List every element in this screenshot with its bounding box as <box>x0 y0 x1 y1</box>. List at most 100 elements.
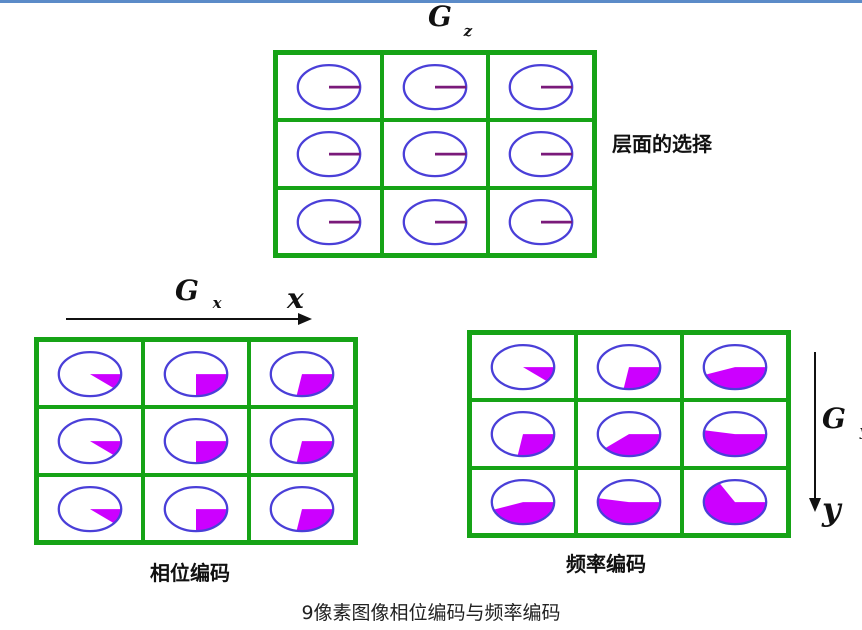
spin-circle <box>57 418 123 465</box>
frequency-cell-r1-c2 <box>576 333 682 401</box>
spin-phase-icon <box>702 478 768 525</box>
phase-sector <box>703 482 767 524</box>
phase-sector <box>703 430 767 457</box>
spin-phase-icon <box>508 63 574 111</box>
gx-label-main: G <box>175 274 199 307</box>
frequency-encoding-label: 频率编码 <box>566 552 646 576</box>
phase-encoding-grid <box>34 337 358 545</box>
gy-label-sub: y <box>860 422 862 440</box>
spin-circle <box>596 343 662 391</box>
phase-sector <box>296 374 334 397</box>
spin-phase-icon <box>163 418 229 465</box>
gy-label: G y <box>822 402 862 440</box>
frequency-cell-r2-c1 <box>470 400 576 468</box>
gz-label-sub: z <box>463 22 473 40</box>
frequency-encoding-grid <box>467 330 791 538</box>
spin-circle <box>402 131 468 178</box>
spin-circle <box>163 350 229 398</box>
spin-circle <box>702 343 768 391</box>
gx-label-sub: x <box>212 294 222 312</box>
phase-sector <box>196 374 228 397</box>
spin-circle <box>596 478 662 525</box>
spin-phase-icon <box>269 350 335 398</box>
y-direction-arrow <box>809 352 821 512</box>
frequency-cell-r3-c2 <box>576 467 682 535</box>
spin-phase-icon <box>57 485 123 532</box>
phase-sector <box>493 501 555 524</box>
phase-sector <box>90 508 122 523</box>
spin-circle <box>490 343 556 391</box>
slice-cell-r3-c2 <box>382 187 488 255</box>
phase-cell-r3-c2 <box>143 474 249 542</box>
frequency-cell-r2-c2 <box>576 400 682 468</box>
spin-circle <box>702 478 768 525</box>
spin-phase-icon <box>596 411 662 458</box>
spin-circle <box>269 485 335 532</box>
spin-circle <box>508 198 574 245</box>
slice-cell-r2-c1 <box>276 120 382 188</box>
spin-circle <box>163 485 229 532</box>
spin-phase-icon <box>57 418 123 465</box>
frequency-cell-r1-c1 <box>470 333 576 401</box>
spin-phase-icon <box>296 131 362 178</box>
x-axis-label: x <box>287 282 304 315</box>
spin-circle <box>57 350 123 398</box>
spin-phase-icon <box>508 131 574 178</box>
phase-sector <box>623 367 661 390</box>
frequency-cell-r3-c1 <box>470 467 576 535</box>
spin-phase-icon <box>490 411 556 458</box>
slice-cell-r2-c2 <box>382 120 488 188</box>
spin-phase-icon <box>163 350 229 398</box>
spin-phase-icon <box>596 478 662 525</box>
slice-cell-r1-c3 <box>488 53 594 121</box>
spin-phase-icon <box>596 343 662 391</box>
phase-sector <box>296 508 334 531</box>
top-border-line <box>0 0 862 3</box>
gz-label: G z <box>428 0 472 40</box>
spin-phase-icon <box>490 343 556 391</box>
spin-circle <box>163 418 229 465</box>
phase-sector <box>523 367 555 382</box>
phase-cell-r3-c1 <box>37 474 143 542</box>
spin-circle <box>269 418 335 465</box>
phase-sector <box>196 508 228 531</box>
spin-phase-icon <box>402 198 468 245</box>
phase-cell-r2-c2 <box>143 407 249 475</box>
phase-cell-r1-c2 <box>143 340 249 408</box>
spin-phase-icon <box>508 198 574 245</box>
spin-circle <box>596 411 662 458</box>
spin-phase-icon <box>57 350 123 398</box>
spin-circle <box>702 411 768 458</box>
phase-sector <box>517 434 555 457</box>
spin-phase-icon <box>163 485 229 532</box>
spin-circle <box>269 350 335 398</box>
phase-cell-r1-c1 <box>37 340 143 408</box>
spin-circle <box>296 131 362 178</box>
gx-label: G x <box>175 274 222 312</box>
slice-cell-r3-c1 <box>276 187 382 255</box>
gz-label-main: G <box>428 0 452 33</box>
phase-sector <box>90 374 122 389</box>
spin-phase-icon <box>702 343 768 391</box>
spin-circle <box>490 478 556 525</box>
slice-cell-r2-c3 <box>488 120 594 188</box>
figure-caption: 9像素图像相位编码与频率编码 <box>301 602 561 624</box>
slice-cell-r1-c2 <box>382 53 488 121</box>
spin-phase-icon <box>402 131 468 178</box>
phase-sector <box>705 367 767 390</box>
spin-phase-icon <box>490 478 556 525</box>
slice-selection-label: 层面的选择 <box>612 132 712 156</box>
spin-phase-icon <box>296 63 362 111</box>
frequency-cell-r2-c3 <box>682 400 788 468</box>
phase-cell-r1-c3 <box>249 340 355 408</box>
phase-cell-r3-c3 <box>249 474 355 542</box>
slice-cell-r3-c3 <box>488 187 594 255</box>
spin-phase-icon <box>269 485 335 532</box>
slice-selection-grid <box>273 50 597 258</box>
phase-sector <box>296 441 334 464</box>
spin-circle <box>296 63 362 111</box>
y-axis-label: y <box>822 490 841 528</box>
spin-phase-icon <box>269 418 335 465</box>
phase-encoding-label: 相位编码 <box>150 561 230 585</box>
phase-cell-r2-c1 <box>37 407 143 475</box>
